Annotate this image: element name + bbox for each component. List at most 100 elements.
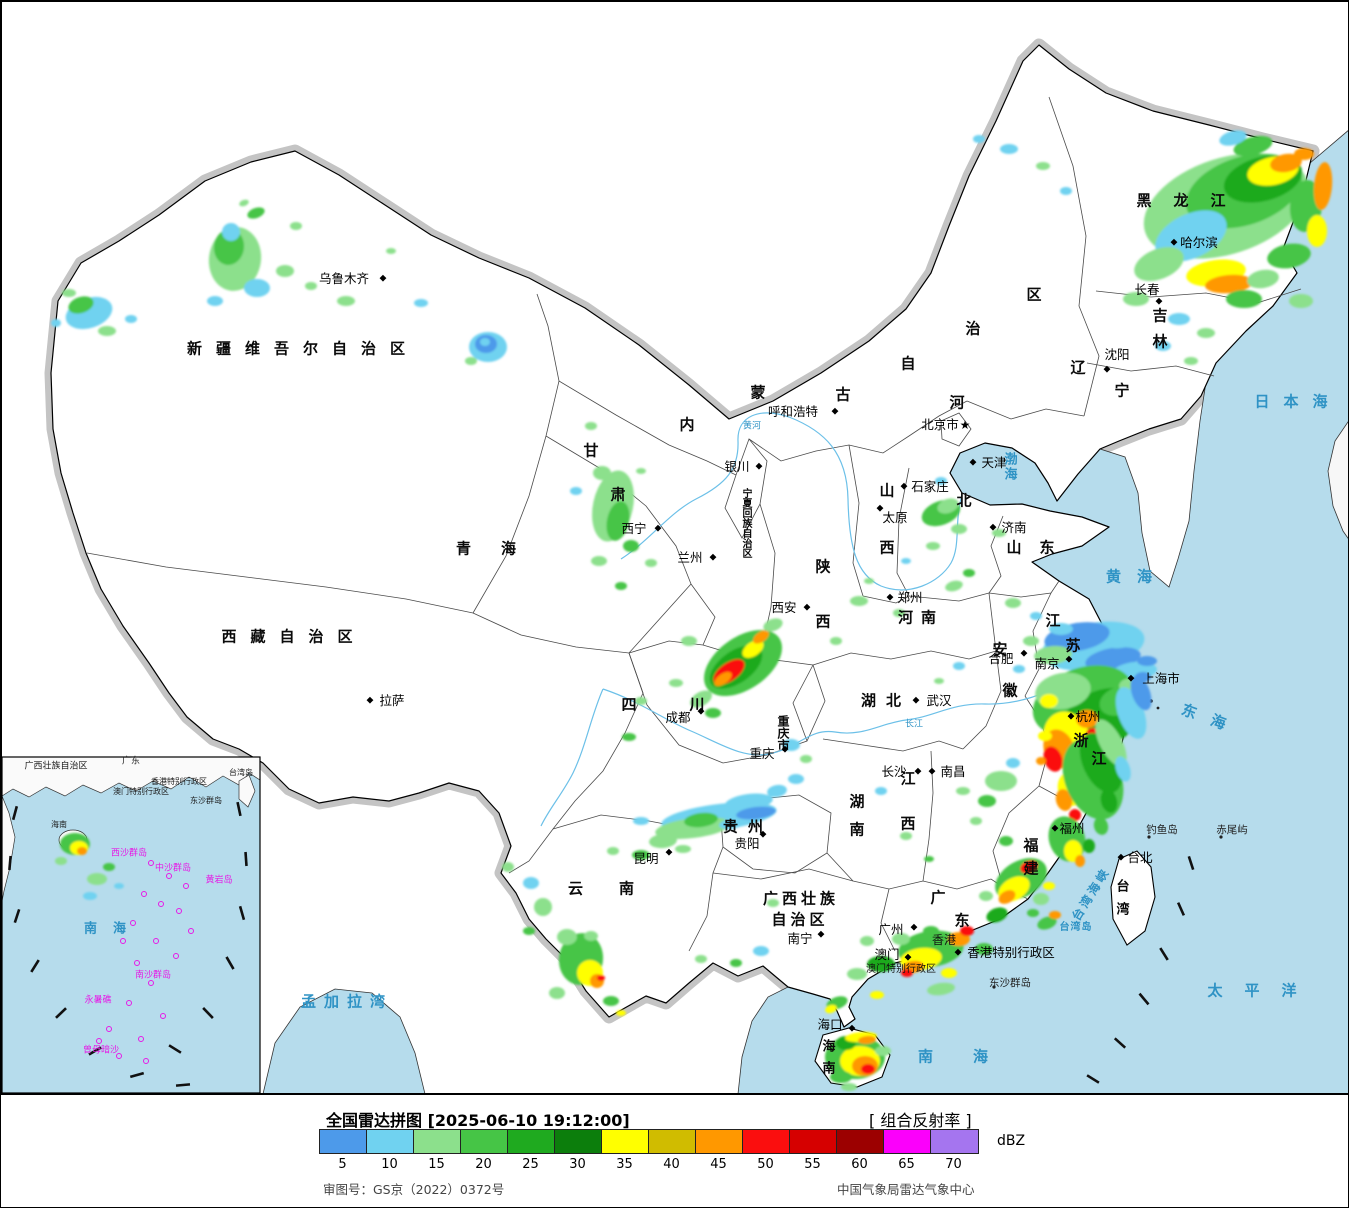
radar-echo xyxy=(1135,672,1151,682)
radar-echo xyxy=(622,733,636,741)
legend-color-cell xyxy=(884,1130,931,1153)
legend-value: 5 xyxy=(338,1157,347,1172)
radar-echo xyxy=(1115,756,1131,782)
inset-radar-echo xyxy=(87,873,107,885)
radar-echo xyxy=(68,296,94,314)
radar-echo xyxy=(247,207,265,219)
legend-product: [ 组合反射率 ] xyxy=(869,1111,972,1130)
reef-mark xyxy=(148,980,154,986)
japan-coast xyxy=(1327,421,1348,539)
dash-segment xyxy=(55,1007,67,1019)
radar-echo xyxy=(999,836,1013,846)
taiwan-island xyxy=(1110,850,1156,946)
legend-unit: dBZ xyxy=(997,1133,1026,1149)
legend-color-cell xyxy=(461,1130,508,1153)
radar-echo xyxy=(867,956,895,972)
legend-color-cell xyxy=(555,1130,602,1153)
radar-echo xyxy=(860,936,874,946)
legend-value: 55 xyxy=(804,1157,821,1172)
legend-value: 60 xyxy=(851,1157,868,1172)
legend-panel: 全国雷达拼图 [2025-06-10 19:12:00] [ 组合反射率 ] d… xyxy=(1,1094,1348,1207)
legend-value: 40 xyxy=(663,1157,680,1172)
legend-value: 50 xyxy=(757,1157,774,1172)
radar-echo xyxy=(669,679,683,687)
radar-echo xyxy=(892,933,910,945)
radar-echo xyxy=(632,850,650,860)
radar-echo xyxy=(1034,645,1072,665)
radar-echo xyxy=(1313,162,1333,210)
radar-echo xyxy=(1049,911,1061,919)
radar-echo-layer xyxy=(51,130,1333,1091)
dash-segment xyxy=(30,959,40,973)
reef-mark xyxy=(96,1038,102,1044)
radar-echo xyxy=(1038,731,1052,741)
legend-value: 10 xyxy=(381,1157,398,1172)
reef-mark xyxy=(120,938,126,944)
radar-echo xyxy=(480,338,490,346)
radar-echo xyxy=(1307,215,1327,247)
radar-echo xyxy=(1219,130,1247,146)
radar-echo xyxy=(635,697,647,705)
south-china-sea-inset xyxy=(1,756,261,1094)
sea-bay-of-bengal xyxy=(262,988,426,1094)
radar-echo xyxy=(603,996,619,1006)
radar-echo xyxy=(690,690,712,708)
radar-echo xyxy=(901,558,911,564)
reef-mark xyxy=(130,920,136,926)
legend-value: 30 xyxy=(569,1157,586,1172)
radar-echo xyxy=(1270,153,1302,173)
radar-echo xyxy=(557,929,577,945)
dash-segment xyxy=(1086,1074,1100,1084)
radar-echo xyxy=(1205,274,1253,294)
radar-echo xyxy=(742,640,764,658)
color-scale-values: 5 10 15 20 25 30 35 40 45 50 55 60 65 70 xyxy=(319,1157,977,1172)
reef-mark xyxy=(116,1053,122,1059)
dash-segment xyxy=(8,855,12,871)
radar-echo xyxy=(901,969,913,977)
inset-dash-line xyxy=(8,801,248,1087)
radar-echo xyxy=(935,477,947,485)
radar-echo xyxy=(1294,148,1314,160)
radar-echo xyxy=(623,540,639,552)
inset-coast xyxy=(1,756,261,798)
reef-mark xyxy=(173,953,179,959)
radar-echo xyxy=(923,926,939,936)
legend-value: 45 xyxy=(710,1157,727,1172)
radar-echo xyxy=(767,899,779,907)
legend-color-cell xyxy=(414,1130,461,1153)
radar-echo xyxy=(714,671,732,687)
radar-echo xyxy=(1076,710,1098,728)
radar-echo xyxy=(570,487,582,495)
radar-echo xyxy=(970,817,982,825)
dash-segment xyxy=(238,905,246,921)
radar-echo xyxy=(926,542,940,550)
radar-echo xyxy=(963,569,975,577)
legend-value: 25 xyxy=(522,1157,539,1172)
radar-echo xyxy=(1106,633,1136,649)
radar-echo xyxy=(1267,243,1311,269)
radar-echo xyxy=(830,637,842,645)
legend-value: 35 xyxy=(616,1157,633,1172)
radar-echo xyxy=(979,891,993,901)
dash-segment xyxy=(1187,855,1195,871)
jinsha-river xyxy=(540,688,604,827)
radar-echo xyxy=(1197,328,1215,338)
radar-echo xyxy=(850,596,868,606)
dash-segment xyxy=(11,805,19,821)
radar-echo xyxy=(1020,860,1038,874)
radar-echo xyxy=(705,708,721,718)
radar-echo xyxy=(681,636,697,646)
radar-echo xyxy=(934,678,944,684)
radar-echo xyxy=(782,739,800,751)
radar-echo xyxy=(584,931,598,941)
radar-echo xyxy=(1134,247,1184,281)
radar-echo xyxy=(337,296,355,306)
radar-echo xyxy=(1226,290,1262,308)
credit: 中国气象局雷达气象中心 xyxy=(837,1182,975,1197)
radar-echo xyxy=(593,466,611,480)
inset-radar-echo xyxy=(55,857,67,865)
radar-echo xyxy=(1006,758,1020,768)
radar-echo xyxy=(1005,598,1021,608)
radar-echo xyxy=(1043,746,1063,772)
radar-echo xyxy=(1040,694,1058,708)
